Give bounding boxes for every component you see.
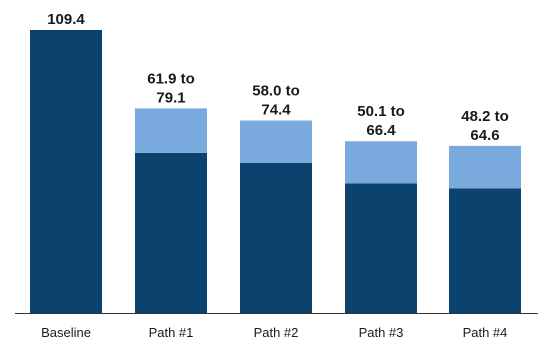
data-label-2-1: 74.4 [261, 102, 291, 119]
data-label-4-1: 64.6 [470, 127, 499, 144]
bar-range-1 [135, 108, 207, 153]
data-label-4-0: 48.2 to [461, 108, 509, 125]
x-tick-label-3: Path #3 [359, 325, 404, 340]
x-tick-label-0: Baseline [41, 325, 91, 340]
data-label-1-1: 79.1 [156, 89, 185, 106]
data-label-3-0: 50.1 to [357, 103, 405, 120]
bar-base-1 [135, 152, 207, 313]
bar-base-2 [240, 162, 312, 313]
bar-range-3 [345, 141, 417, 184]
data-label-1-0: 61.9 to [147, 70, 195, 87]
bar-base-3 [345, 183, 417, 313]
x-tick-label-2: Path #2 [254, 325, 299, 340]
data-label-2-0: 58.0 to [252, 83, 300, 100]
bar-base-0 [30, 30, 102, 313]
x-tick-label-1: Path #1 [149, 325, 194, 340]
data-label-3-1: 66.4 [366, 122, 396, 139]
data-label-0-0: 109.4 [47, 11, 85, 28]
x-tick-label-4: Path #4 [463, 325, 508, 340]
bar-range-4 [449, 145, 521, 189]
bar-base-4 [449, 188, 521, 313]
bar-range-2 [240, 120, 312, 163]
